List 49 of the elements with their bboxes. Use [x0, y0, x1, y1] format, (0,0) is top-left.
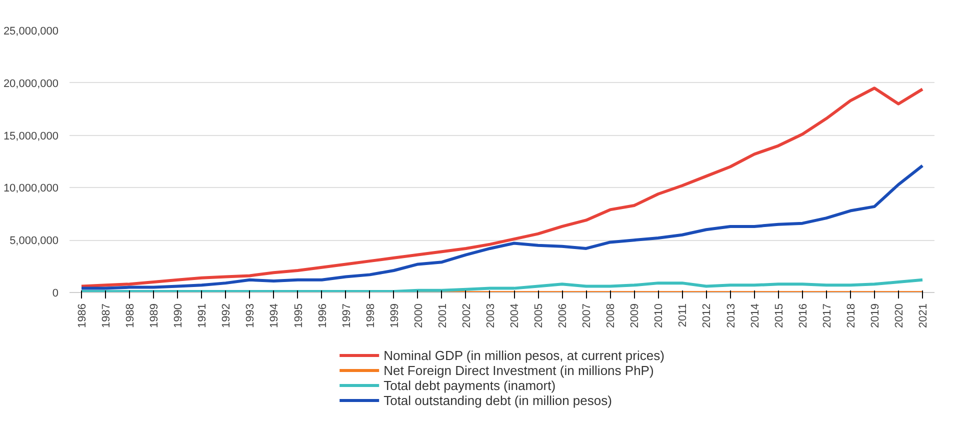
x-tick-label: 2019 — [869, 303, 882, 328]
y-tick-label: 15,000,000 — [3, 130, 59, 142]
line-series — [80, 164, 924, 290]
y-tick-label: 25,000,000 — [3, 26, 59, 38]
x-tick-label: 2017 — [821, 303, 834, 328]
x-tick-label: 1998 — [364, 303, 377, 328]
y-tick-label: 20,000,000 — [3, 78, 59, 90]
x-tick-label: 2002 — [460, 303, 473, 328]
x-tick-label: 1989 — [148, 303, 161, 328]
x-tick-label: 2016 — [797, 303, 810, 328]
x-tick-label: 1995 — [292, 303, 305, 328]
legend-label: Net Foreign Direct Investment (in millions PhP) — [384, 362, 654, 378]
line-series — [80, 278, 924, 292]
x-tick-label: 1999 — [388, 303, 401, 328]
x-tick-label: 2004 — [509, 303, 522, 328]
x-tick-label: 2001 — [436, 303, 449, 328]
x-tick-label: 2008 — [605, 303, 618, 328]
x-tick-label: 2006 — [557, 303, 570, 328]
legend-label: Nominal GDP (in million pesos, at current prices) — [384, 348, 664, 362]
x-tick-label: 2012 — [701, 303, 714, 328]
x-tick-label: 2005 — [533, 303, 546, 328]
x-tick-label: 2015 — [773, 303, 786, 328]
x-tick-label: 2014 — [749, 303, 762, 328]
legend-label: Total debt payments (inamort) — [384, 378, 556, 392]
x-tick-label: 1996 — [316, 303, 329, 328]
x-tick-label: 2010 — [653, 303, 666, 328]
y-tick-label: 5,000,000 — [10, 235, 58, 248]
y-tick-label: 0 — [52, 288, 59, 300]
x-tick-label: 2018 — [845, 303, 858, 328]
x-tick-label: 2009 — [629, 303, 642, 328]
x-tick-label: 1988 — [124, 303, 137, 328]
x-tick-label: 1997 — [340, 303, 353, 328]
x-tick-label: 2011 — [677, 304, 690, 328]
x-tick-label: 2007 — [581, 303, 594, 328]
x-tick-label: 2003 — [484, 303, 497, 328]
legend-label: Total outstanding debt (in million pesos) — [384, 392, 612, 408]
x-tick-label: 1990 — [172, 303, 185, 328]
x-tick-label: 1986 — [76, 303, 89, 328]
x-tick-label: 1992 — [220, 303, 233, 328]
x-tick-label: 2013 — [725, 303, 738, 328]
x-tick-label: 2021 — [917, 303, 930, 328]
line-series — [80, 86, 924, 288]
x-tick-label: 2000 — [412, 303, 425, 328]
x-tick-label: 2020 — [893, 303, 906, 328]
x-tick-label: 1991 — [196, 303, 209, 328]
y-tick-label: 10,000,000 — [3, 182, 59, 195]
x-tick-label: 1993 — [244, 303, 257, 328]
x-tick-label: 1987 — [100, 303, 113, 328]
x-tick-label: 1994 — [268, 303, 281, 328]
